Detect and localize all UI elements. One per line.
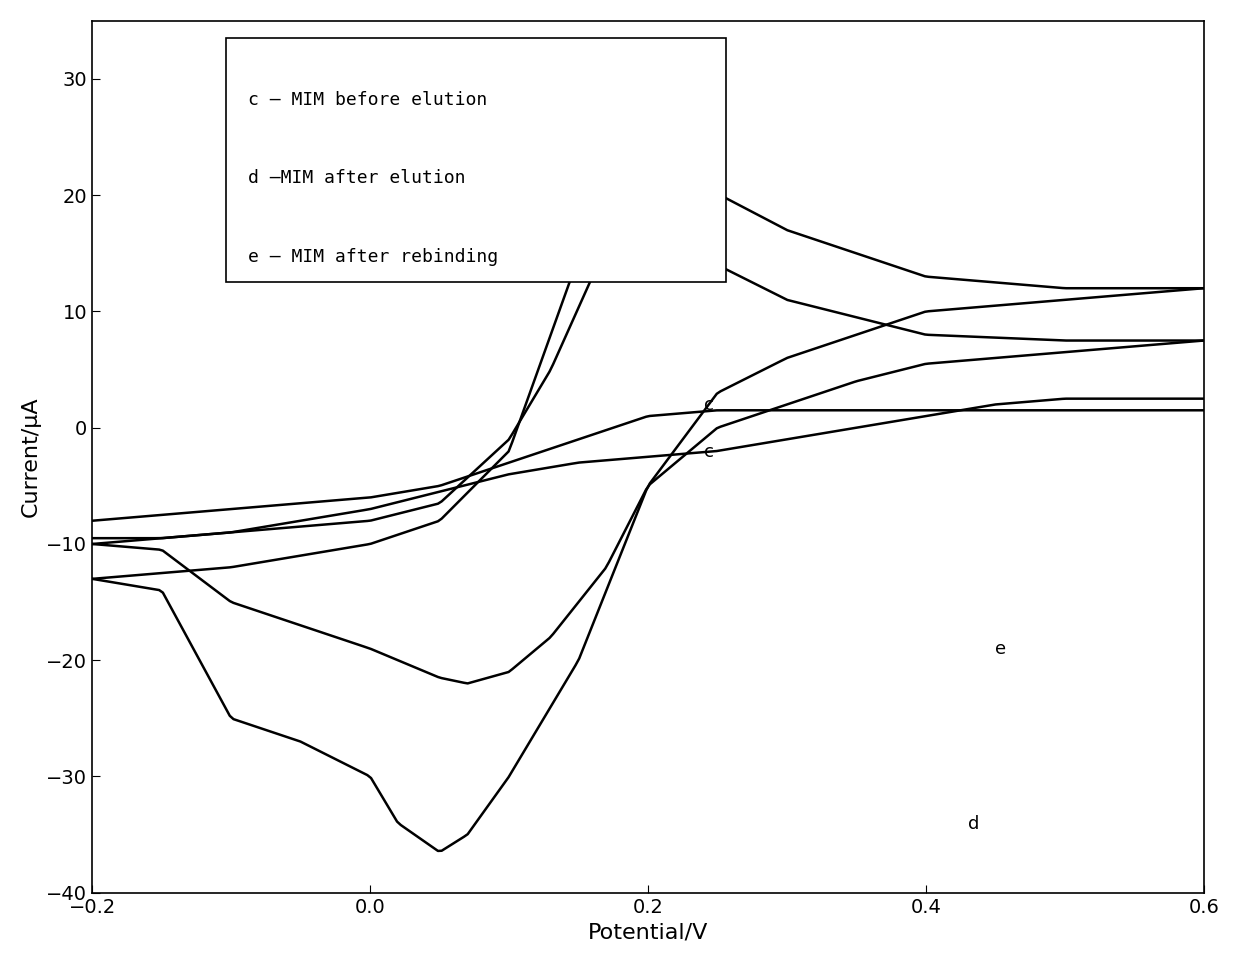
Text: d: d [967,815,978,833]
Text: e: e [996,640,1007,659]
Y-axis label: Current/μA: Current/μA [21,397,41,517]
Bar [226,39,725,282]
Text: c: c [703,397,713,414]
Text: d –MIM after elution: d –MIM after elution [248,169,465,187]
Text: e – MIM after rebinding: e – MIM after rebinding [248,247,498,266]
Text: d: d [641,129,652,147]
Text: e: e [655,227,666,246]
Text: c: c [703,443,713,460]
Text: c – MIM before elution: c – MIM before elution [248,91,487,109]
X-axis label: Potential/V: Potential/V [588,923,708,942]
